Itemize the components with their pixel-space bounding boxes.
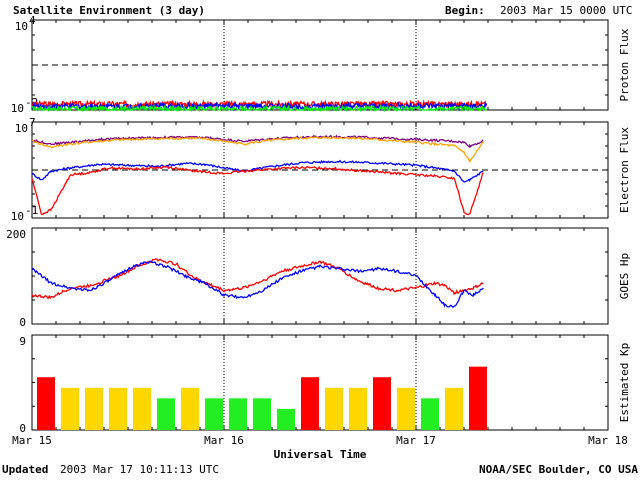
- kp-bar: [133, 387, 151, 430]
- series-line-3: [31, 103, 488, 113]
- y-tick-label: 10: [15, 20, 28, 33]
- kp-bar: [37, 377, 55, 430]
- series-line-2: [32, 135, 484, 163]
- kp-bar: [253, 398, 271, 430]
- panel-frame: [31, 334, 609, 431]
- series-line-3: [31, 159, 484, 183]
- updated-label: Updated: [2, 463, 48, 476]
- updated-value: 2003 Mar 17 10:11:13 UTC: [60, 463, 219, 476]
- kp-bar: [205, 398, 223, 430]
- kp-bar: [373, 377, 391, 430]
- kp-bar: [325, 387, 343, 430]
- kp-bar: [109, 387, 127, 430]
- kp-bar: [301, 377, 319, 430]
- y-tick-label: 200: [6, 228, 26, 241]
- x-tick-label: Mar 17: [396, 434, 436, 447]
- credit-text: NOAA/SEC Boulder, CO USA: [479, 463, 638, 476]
- panel-4: Estimated Kp 9 0: [19, 334, 631, 435]
- kp-bar: [445, 387, 463, 430]
- y-tick-label: 9: [19, 335, 26, 348]
- kp-bar: [85, 387, 103, 430]
- kp-bar: [181, 387, 199, 430]
- y-axis-label: GOES Hp: [618, 253, 631, 299]
- chart-title: Satellite Environment (3 day): [13, 4, 205, 17]
- series-line-2: [31, 260, 484, 308]
- y-axis-label: Proton Flux: [618, 28, 631, 101]
- begin-value: 2003 Mar 15 0000 UTC: [500, 4, 632, 17]
- series-line-2: [31, 101, 488, 112]
- kp-bar: [157, 398, 175, 430]
- panel-frame: [31, 19, 609, 111]
- kp-bar: [229, 398, 247, 430]
- y-axis-label: Electron Flux: [618, 127, 631, 213]
- series-line-4: [31, 165, 484, 216]
- panel-3: GOES Hp 200 0: [6, 227, 631, 329]
- x-tick-label: Mar 16: [204, 434, 244, 447]
- kp-bar: [277, 408, 295, 430]
- y-tick-label: 0: [19, 316, 26, 329]
- y-tick-label: 10: [15, 122, 28, 135]
- series-line-1: [31, 134, 484, 148]
- x-tick-label: Mar 18: [588, 434, 628, 447]
- kp-bar: [397, 387, 415, 430]
- y-tick-label: 10: [11, 210, 24, 223]
- y-axis-label: Estimated Kp: [618, 343, 631, 422]
- kp-bar: [421, 398, 439, 430]
- panel-frame: [31, 227, 609, 325]
- begin-label: Begin:: [445, 4, 485, 17]
- panel-1: Proton Flux10410-2: [11, 14, 631, 115]
- kp-bar: [469, 366, 487, 430]
- y-tick-exponent: -1: [25, 204, 38, 217]
- y-tick-label: 10: [11, 102, 24, 115]
- kp-bar: [61, 387, 79, 430]
- x-axis-title: Universal Time: [274, 448, 367, 461]
- y-tick-label: 0: [19, 422, 26, 435]
- panel-2: Electron Flux10710-1: [11, 116, 631, 223]
- kp-bar: [349, 387, 367, 430]
- x-tick-label: Mar 15: [12, 434, 52, 447]
- series-line-1: [31, 258, 484, 300]
